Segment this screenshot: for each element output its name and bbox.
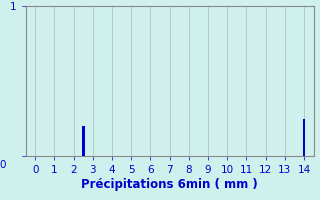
X-axis label: Précipitations 6min ( mm ): Précipitations 6min ( mm )	[81, 178, 258, 191]
Text: 0: 0	[0, 160, 6, 170]
Bar	[82, 126, 84, 156]
Bar	[303, 118, 305, 156]
